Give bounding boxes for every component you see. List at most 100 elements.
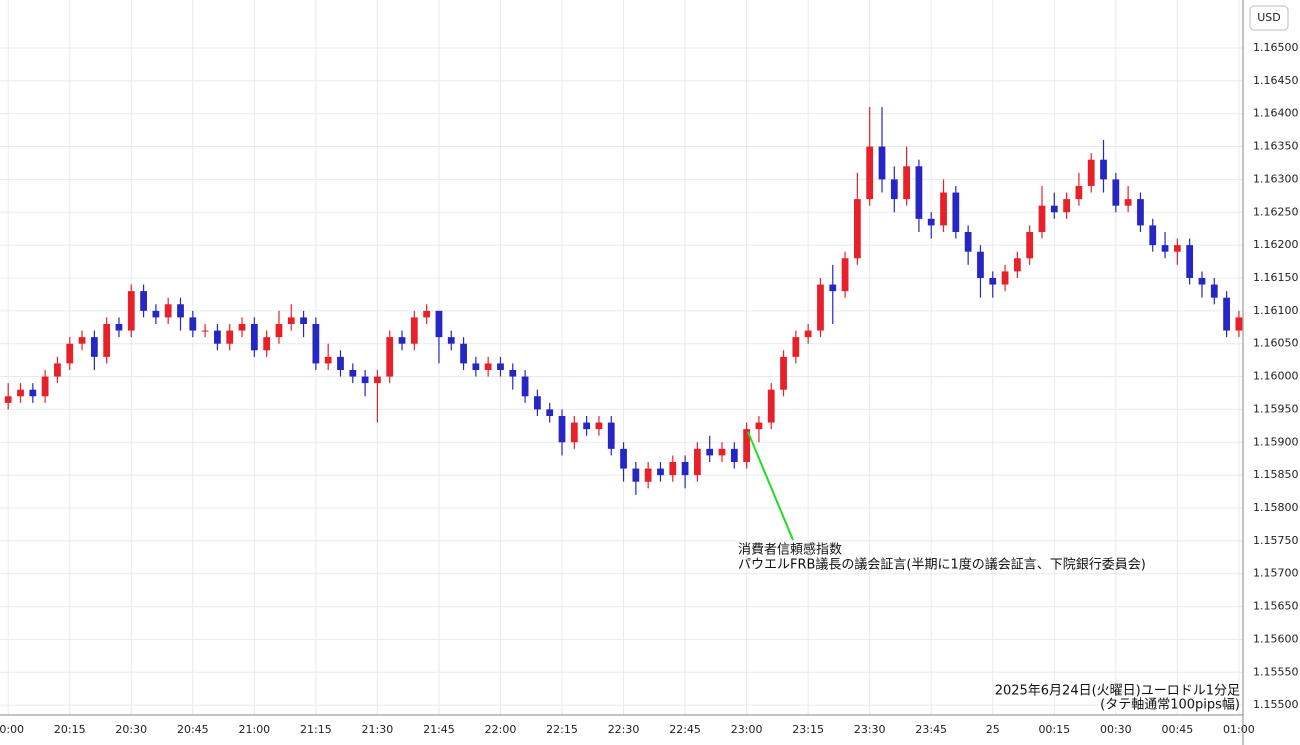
candle-body bbox=[214, 330, 221, 344]
candle-body bbox=[620, 448, 627, 469]
candle-body bbox=[226, 330, 234, 344]
x-tick-label: 23:30 bbox=[854, 723, 886, 736]
candle-body bbox=[90, 337, 98, 357]
annotation-line bbox=[747, 431, 794, 541]
x-tick-label: 22:15 bbox=[546, 723, 578, 736]
candle-body bbox=[570, 422, 578, 443]
caption: 2025年6月24日(火曜日)ユーロドル1分足 bbox=[995, 684, 1240, 699]
caption: (タテ軸通常100pips幅) bbox=[1100, 698, 1240, 713]
y-tick-label: 1.15550 bbox=[1253, 665, 1299, 678]
x-tick-label: 21:15 bbox=[300, 723, 332, 736]
candle-body bbox=[300, 317, 307, 324]
candle-body bbox=[435, 310, 443, 338]
x-tick-label: 20:45 bbox=[177, 723, 209, 736]
candle-body bbox=[780, 356, 787, 390]
candle-body bbox=[927, 218, 935, 226]
candle-body bbox=[29, 389, 37, 397]
candle-body bbox=[386, 337, 394, 377]
candle-body bbox=[977, 251, 984, 278]
x-tick-label: 23:00 bbox=[731, 723, 763, 736]
candle-body bbox=[484, 363, 492, 370]
candle-body bbox=[1186, 245, 1194, 278]
candle-body bbox=[878, 146, 886, 180]
candle-body bbox=[78, 337, 86, 344]
x-tick-label: 25 bbox=[986, 723, 1000, 736]
candle-body bbox=[177, 304, 184, 318]
candle-body bbox=[1173, 245, 1181, 252]
candle-body bbox=[669, 461, 677, 476]
y-tick-label: 1.16300 bbox=[1253, 172, 1299, 185]
candle-body bbox=[1087, 159, 1095, 186]
candle-body bbox=[595, 422, 603, 430]
y-tick-label: 1.15500 bbox=[1253, 698, 1299, 711]
y-tick-label: 1.15900 bbox=[1253, 435, 1299, 448]
x-tick-label: 22:30 bbox=[608, 723, 640, 736]
y-tick-label: 1.16450 bbox=[1253, 74, 1299, 87]
candle-body bbox=[989, 277, 997, 285]
candle-body bbox=[558, 415, 566, 443]
candle-body bbox=[1149, 225, 1157, 246]
candle-body bbox=[509, 369, 517, 377]
candle-body bbox=[644, 468, 652, 482]
candle-body bbox=[189, 317, 197, 331]
candle-body bbox=[1223, 297, 1230, 331]
candle-body bbox=[312, 323, 320, 364]
candle-body bbox=[17, 389, 24, 397]
candle-body bbox=[755, 422, 763, 430]
candle-body bbox=[681, 461, 689, 476]
candle-body bbox=[4, 396, 12, 403]
candle-body bbox=[349, 369, 357, 377]
x-tick-label: 23:15 bbox=[792, 723, 824, 736]
candle-body bbox=[1100, 159, 1107, 180]
currency: USD bbox=[1257, 11, 1281, 24]
y-tick-label: 1.16500 bbox=[1253, 41, 1299, 54]
candle-body bbox=[743, 429, 751, 462]
candle-body bbox=[250, 323, 258, 351]
candle-body bbox=[41, 376, 49, 397]
candle-body bbox=[263, 337, 271, 351]
x-tick-label: 20:15 bbox=[54, 723, 86, 736]
candle-body bbox=[841, 258, 849, 292]
candle-body bbox=[115, 323, 123, 331]
candle-body bbox=[730, 448, 738, 462]
candle-body bbox=[324, 356, 332, 364]
candle-body bbox=[497, 363, 504, 370]
candle-body bbox=[1112, 179, 1120, 206]
candle-body bbox=[152, 310, 160, 318]
x-tick-label: 22:45 bbox=[669, 723, 701, 736]
y-tick-label: 1.16100 bbox=[1253, 304, 1299, 317]
candle-body bbox=[817, 284, 824, 331]
x-tick-label: 00:45 bbox=[1162, 723, 1194, 736]
candle-body bbox=[1075, 185, 1083, 200]
candle-body bbox=[1137, 199, 1144, 226]
y-tick-label: 1.16400 bbox=[1253, 107, 1299, 120]
candle-body bbox=[853, 199, 861, 259]
candle-body bbox=[694, 448, 701, 476]
candle-body bbox=[546, 409, 554, 416]
candle-body bbox=[1124, 199, 1132, 206]
candle-body bbox=[410, 317, 418, 344]
candle-body bbox=[460, 343, 467, 364]
x-tick-label: 22:00 bbox=[485, 723, 517, 736]
candle-body bbox=[1013, 258, 1021, 272]
candle-body bbox=[583, 422, 591, 430]
x-tick-label: 20:30 bbox=[115, 723, 147, 736]
candle-body bbox=[201, 330, 209, 332]
candle-body bbox=[632, 468, 640, 482]
candle-body bbox=[374, 376, 381, 384]
y-tick-label: 1.16200 bbox=[1253, 238, 1299, 251]
candle-body bbox=[915, 166, 923, 219]
y-tick-label: 1.15750 bbox=[1253, 534, 1299, 547]
y-tick-label: 1.16250 bbox=[1253, 205, 1299, 218]
candle-body bbox=[66, 343, 74, 364]
candle-body bbox=[275, 323, 283, 338]
candle-body bbox=[1026, 231, 1034, 259]
candle-body bbox=[337, 356, 344, 370]
candle-body bbox=[940, 192, 947, 226]
y-tick-label: 1.15800 bbox=[1253, 501, 1299, 514]
candle-body bbox=[792, 337, 800, 357]
candle-body bbox=[398, 337, 406, 344]
x-tick-label: 20:00 bbox=[0, 723, 24, 736]
